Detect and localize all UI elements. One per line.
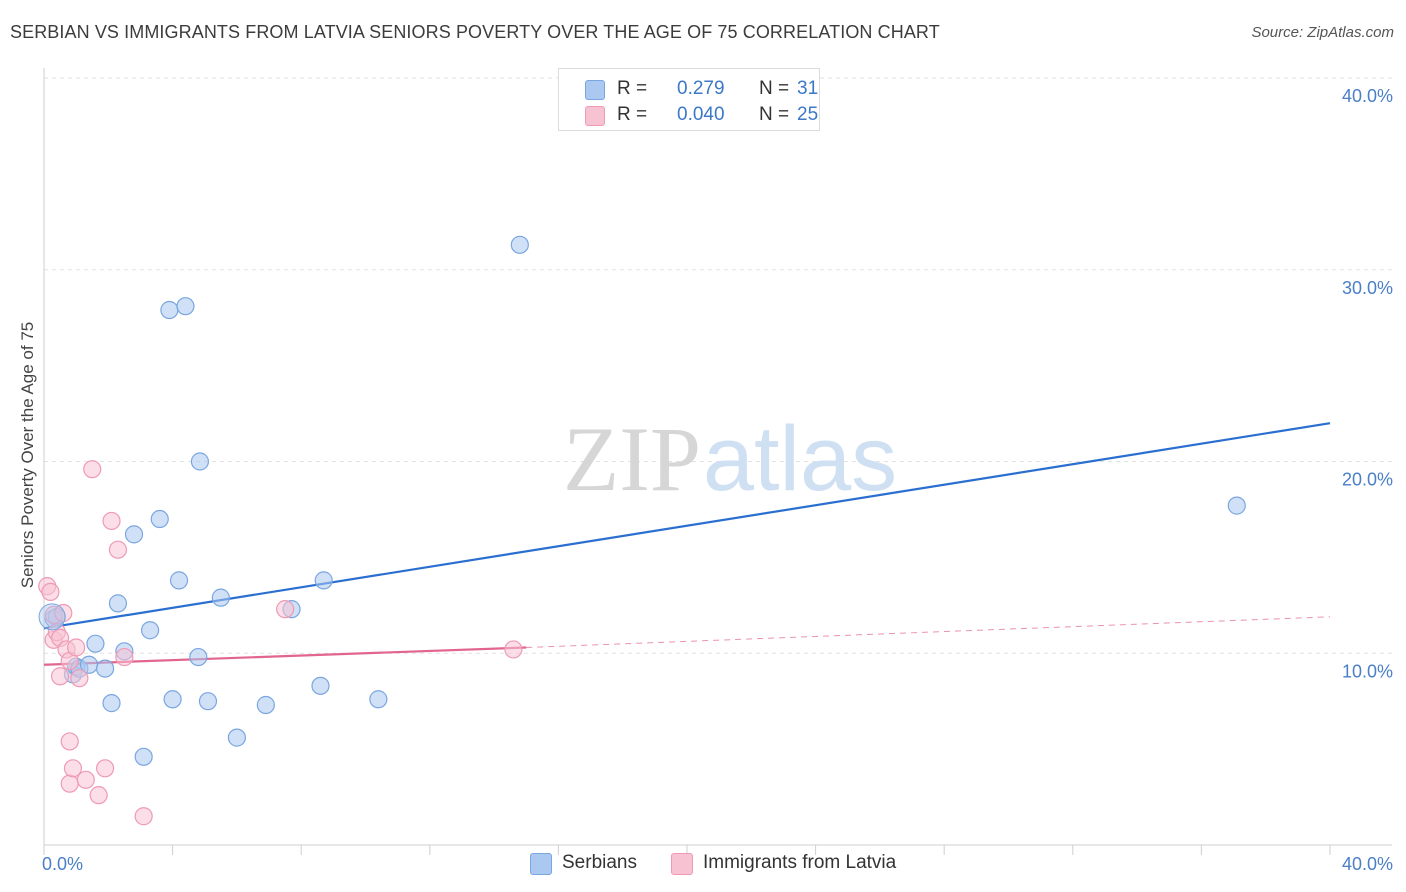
point-latvia	[83, 460, 102, 479]
legend-r-value: 0.279	[677, 78, 725, 99]
point-serbians	[369, 690, 388, 709]
point-latvia	[76, 770, 95, 789]
legend-r-value: 0.040	[677, 104, 725, 125]
trend-line-serbians	[43, 422, 1331, 630]
legend-r-label: R =	[617, 104, 648, 125]
point-latvia	[63, 759, 83, 778]
point-latvia	[134, 807, 153, 826]
point-latvia	[41, 582, 60, 601]
point-serbians	[211, 588, 230, 607]
point-serbians	[189, 647, 208, 667]
point-latvia	[50, 667, 70, 686]
point-serbians	[86, 634, 105, 653]
point-serbians	[38, 603, 66, 631]
point-latvia	[95, 759, 115, 778]
point-serbians	[176, 297, 195, 316]
y-tick-label: 20.0%	[1342, 470, 1393, 490]
point-latvia	[67, 638, 86, 657]
point-latvia	[60, 732, 79, 751]
y-tick-label: 30.0%	[1342, 278, 1393, 298]
y-tick-label: 10.0%	[1342, 661, 1393, 681]
legend-n-value: 25	[797, 104, 819, 125]
point-serbians	[198, 692, 218, 711]
watermark-zip: ZIP	[563, 408, 701, 510]
legend-r-label: R =	[617, 78, 648, 99]
y-axis-label: Seniors Poverty Over the Age of 75	[18, 322, 37, 588]
point-serbians	[190, 452, 210, 471]
chart-title: SERBIAN VS IMMIGRANTS FROM LATVIA SENIOR…	[10, 22, 940, 42]
point-latvia	[102, 511, 121, 531]
point-latvia	[54, 603, 73, 623]
correlation-legend: R = 0.279 N = 31 R = 0.040 N = 25	[558, 68, 820, 131]
point-serbians	[256, 695, 275, 715]
point-serbians	[140, 621, 160, 640]
x-tick-label: 40.0%	[1342, 854, 1393, 874]
grid-lines	[44, 77, 1392, 654]
point-serbians	[510, 235, 529, 254]
legend-swatch-serbians	[585, 80, 605, 100]
point-latvia	[89, 786, 108, 805]
legend-n-label: N =	[759, 104, 790, 125]
point-serbians	[124, 525, 144, 544]
point-serbians	[314, 571, 333, 590]
point-serbians	[134, 747, 153, 766]
bottom-legend-label-serbians: Serbians	[562, 852, 637, 873]
y-tick-label: 40.0%	[1342, 86, 1393, 106]
point-serbians	[1227, 496, 1246, 515]
point-latvia	[70, 669, 89, 688]
point-latvia	[60, 774, 79, 793]
source-label: Source: ZipAtlas.com	[1251, 24, 1394, 41]
axes	[43, 68, 1392, 855]
point-serbians	[169, 571, 189, 590]
data-points	[38, 235, 1246, 826]
bottom-legend-swatch-latvia	[671, 853, 693, 875]
point-serbians	[163, 690, 182, 709]
bottom-legend-label-latvia: Immigrants from Latvia	[703, 852, 897, 873]
point-latvia	[276, 600, 295, 619]
point-serbians	[108, 594, 128, 613]
point-latvia	[504, 640, 523, 659]
point-serbians	[95, 659, 115, 678]
legend-swatch-latvia	[585, 106, 605, 126]
x-tick-labels: 0.0% 40.0%	[42, 854, 1393, 874]
point-latvia	[115, 647, 134, 667]
legend-n-label: N =	[759, 78, 790, 99]
point-serbians	[311, 676, 330, 695]
bottom-legend-swatch-serbians	[530, 853, 552, 875]
y-tick-labels: 10.0% 20.0% 30.0% 40.0%	[1342, 86, 1393, 681]
point-serbians	[102, 694, 121, 713]
watermark-atlas: atlas	[703, 408, 897, 510]
point-serbians	[150, 509, 169, 529]
point-serbians	[160, 300, 179, 320]
trend-line-latvia-extension	[526, 616, 1331, 648]
x-tick-label: 0.0%	[42, 854, 83, 874]
legend-n-value: 31	[797, 78, 819, 99]
point-latvia	[108, 540, 128, 559]
point-serbians	[227, 728, 246, 747]
